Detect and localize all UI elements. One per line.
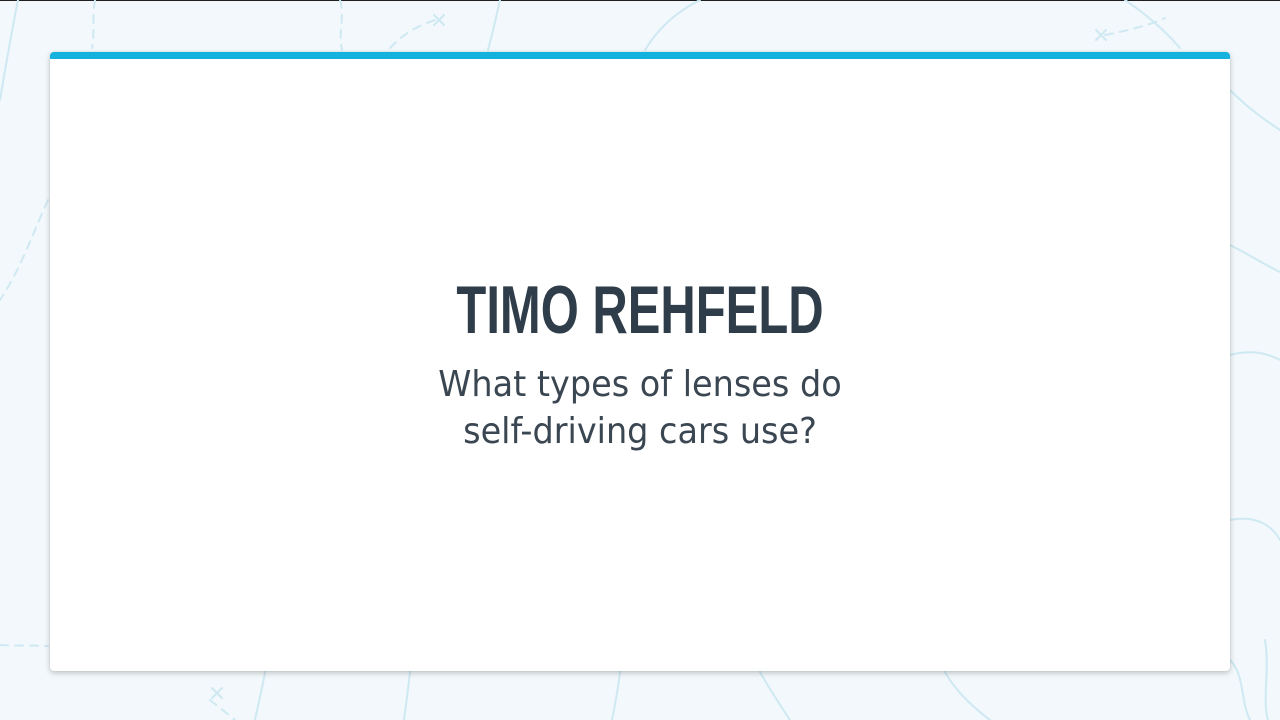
pattern-route-line [487, 0, 501, 51]
pattern-route-line [1104, 17, 1166, 36]
pattern-route-line [1229, 659, 1251, 720]
pattern-route-line [254, 671, 266, 720]
pattern-route-line [209, 699, 236, 720]
pattern-x-mark [211, 14, 1107, 699]
pattern-route-line [0, 199, 49, 301]
question-line: What types of lenses do [438, 364, 842, 405]
pattern-route-line [1229, 351, 1280, 361]
pattern-route-line [389, 19, 436, 49]
presenter-name: TIMO REHFELD [456, 272, 824, 348]
pattern-route-line [1264, 639, 1269, 720]
pattern-route-line [339, 0, 343, 51]
pattern-route-line [403, 671, 411, 720]
pattern-route-line [91, 0, 96, 49]
pattern-route-line [0, 0, 19, 101]
question-text: What types of lenses do self-driving car… [91, 361, 1188, 455]
pattern-route-line [1229, 89, 1280, 131]
pattern-route-line [759, 671, 791, 720]
pattern-route-line [1229, 517, 1280, 541]
pattern-route-line [1124, 0, 1181, 49]
pattern-route-line [611, 671, 621, 720]
top-edge-line [0, 0, 1280, 1]
pattern-route-line [1229, 244, 1280, 273]
pattern-route-line [644, 0, 701, 51]
pattern-route-line [0, 644, 49, 647]
question-line: self-driving cars use? [463, 411, 817, 452]
slide-card: TIMO REHFELD What types of lenses do sel… [50, 52, 1230, 671]
card-accent-bar [50, 52, 1230, 59]
pattern-route-line [944, 671, 991, 720]
